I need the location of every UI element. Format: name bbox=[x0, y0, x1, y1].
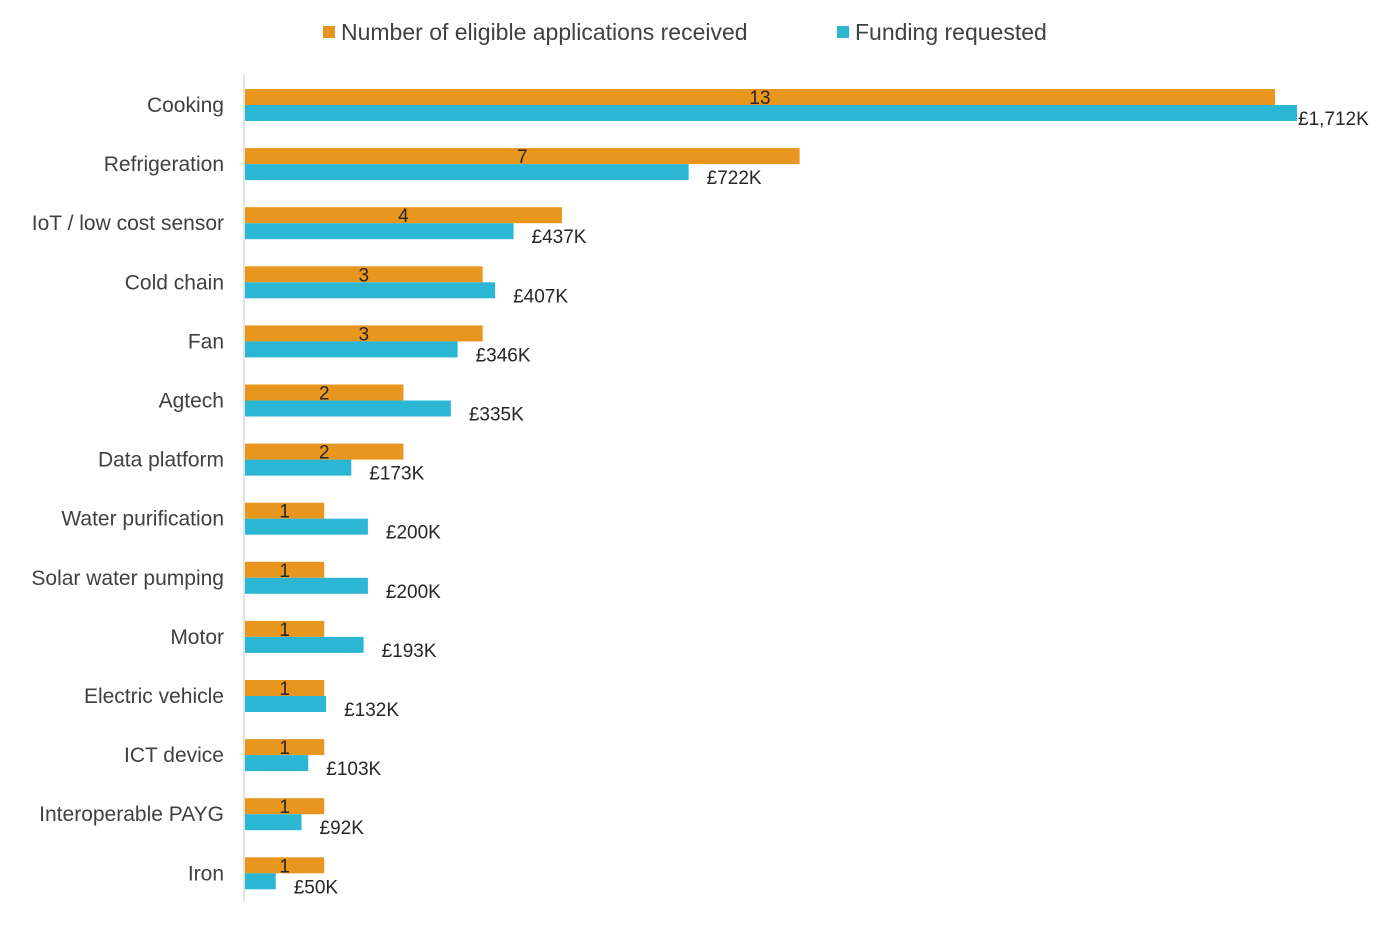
data-label-funding: £103K bbox=[326, 759, 381, 780]
data-label-funding: £132K bbox=[344, 700, 399, 721]
category-label: Fan bbox=[188, 330, 224, 353]
bar-funding bbox=[245, 282, 496, 299]
data-label-funding: £335K bbox=[469, 405, 524, 426]
category-label: Agtech bbox=[159, 390, 224, 413]
bar-funding bbox=[245, 696, 327, 712]
bar-funding bbox=[245, 164, 689, 181]
data-label-applications: 1 bbox=[279, 738, 290, 759]
data-label-funding: £200K bbox=[386, 523, 441, 544]
bar-funding bbox=[245, 341, 458, 358]
bar-applications bbox=[245, 680, 325, 696]
bar-applications bbox=[245, 89, 1275, 105]
legend: Number of eligible applications received… bbox=[323, 19, 1047, 45]
data-label-applications: 1 bbox=[279, 856, 290, 877]
bar-applications bbox=[245, 148, 800, 165]
category-label: IoT / low cost sensor bbox=[32, 212, 224, 235]
bar-applications bbox=[245, 620, 325, 637]
category-label: Iron bbox=[188, 862, 224, 885]
bar-applications bbox=[245, 266, 483, 283]
category-label: Refrigeration bbox=[104, 153, 224, 176]
data-label-applications: 1 bbox=[279, 561, 290, 582]
bar-applications bbox=[245, 384, 404, 401]
data-label-applications: 7 bbox=[517, 147, 528, 168]
legend-swatch-applications bbox=[323, 26, 335, 38]
category-label: Electric vehicle bbox=[84, 685, 224, 708]
data-label-applications: 1 bbox=[279, 797, 290, 818]
bar-applications bbox=[245, 561, 325, 578]
bar-applications bbox=[245, 207, 562, 224]
bar-applications bbox=[245, 325, 483, 342]
data-label-applications: 1 bbox=[279, 502, 290, 523]
data-label-applications: 1 bbox=[279, 620, 290, 641]
data-label-funding: £50K bbox=[294, 877, 339, 898]
data-label-applications: 4 bbox=[398, 206, 409, 227]
bar-applications bbox=[245, 502, 325, 519]
bar-funding bbox=[245, 873, 276, 890]
data-label-applications: 3 bbox=[359, 265, 370, 286]
data-label-funding: £173K bbox=[369, 464, 424, 485]
bar-funding bbox=[245, 223, 514, 240]
data-label-applications: 2 bbox=[319, 443, 330, 464]
category-label: Solar water pumping bbox=[31, 567, 224, 590]
data-label-funding: £407K bbox=[513, 286, 568, 307]
data-label-applications: 3 bbox=[359, 324, 370, 345]
data-label-applications: 1 bbox=[279, 679, 290, 700]
bar-funding bbox=[245, 755, 309, 772]
bar-applications bbox=[245, 443, 404, 460]
data-label-applications: 13 bbox=[749, 88, 770, 109]
bar-funding bbox=[245, 814, 302, 831]
data-label-funding: £193K bbox=[382, 641, 437, 662]
bar-funding bbox=[245, 518, 368, 535]
bar-funding bbox=[245, 105, 1297, 121]
category-label: ICT device bbox=[124, 744, 224, 767]
data-label-funding: £92K bbox=[320, 818, 365, 839]
category-label: Cold chain bbox=[125, 271, 224, 294]
category-label: Motor bbox=[170, 626, 224, 649]
category-label: Interoperable PAYG bbox=[39, 803, 224, 826]
category-label: Cooking bbox=[147, 94, 224, 117]
bar-funding bbox=[245, 577, 368, 594]
data-label-funding: £437K bbox=[532, 227, 587, 248]
bar-applications bbox=[245, 857, 325, 874]
data-label-funding: £346K bbox=[476, 345, 531, 366]
bar-applications bbox=[245, 798, 325, 815]
data-label-funding: £1,712K bbox=[1298, 109, 1369, 130]
bar-funding bbox=[245, 459, 352, 476]
data-label-applications: 2 bbox=[319, 384, 330, 405]
legend-label-applications: Number of eligible applications received bbox=[341, 19, 748, 45]
bar-funding bbox=[245, 636, 364, 653]
data-label-funding: £200K bbox=[386, 582, 441, 603]
bar-funding bbox=[245, 400, 451, 417]
legend-label-funding: Funding requested bbox=[855, 19, 1047, 45]
category-label: Data platform bbox=[98, 449, 224, 472]
data-label-funding: £722K bbox=[707, 168, 762, 189]
legend-swatch-funding bbox=[837, 26, 849, 38]
category-label: Water purification bbox=[61, 508, 224, 531]
bar-applications bbox=[245, 739, 325, 756]
